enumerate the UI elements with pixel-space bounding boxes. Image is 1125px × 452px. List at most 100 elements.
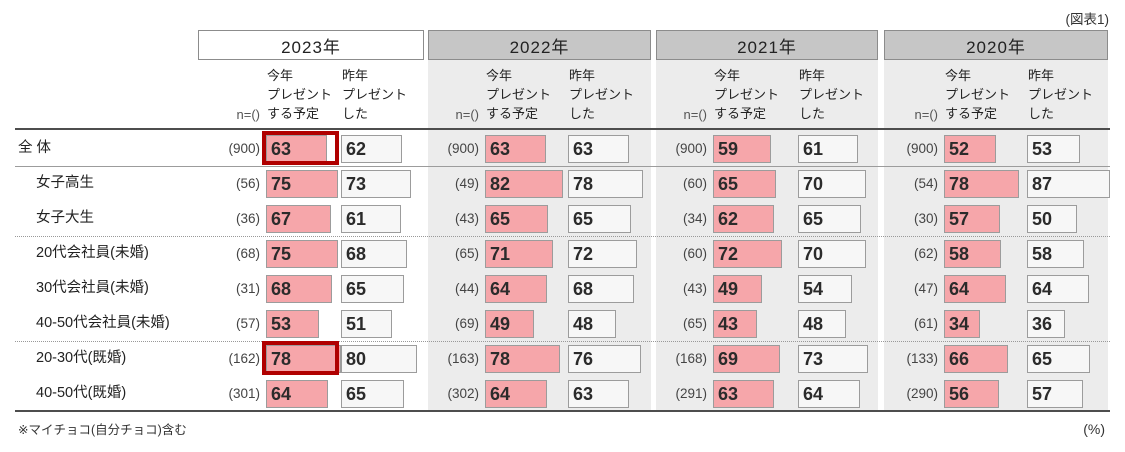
plan-percent-bar: 59	[713, 135, 771, 163]
plan-percent-bar: 62	[713, 205, 774, 233]
last-percent-bar: 54	[798, 275, 852, 303]
row-label: 20-30代(既婚)	[36, 350, 127, 366]
n-value: (62)	[913, 246, 938, 261]
n-value: (68)	[235, 246, 260, 261]
plan-percent-bar: 64	[485, 275, 548, 303]
last-percent-bar: 61	[341, 205, 401, 233]
plan-percent-bar: 49	[485, 310, 535, 338]
last-percent-bar: 53	[1027, 135, 1080, 163]
footnote: ※マイチョコ(自分チョコ)含む	[18, 423, 187, 437]
year-header: 2020年	[884, 30, 1108, 60]
n-value: (290)	[906, 386, 938, 401]
bottom-rule	[15, 410, 1110, 412]
plan-percent-bar: 78	[944, 170, 1019, 198]
n-value: (57)	[235, 316, 260, 331]
n-value: (900)	[906, 141, 938, 156]
year-header: 2023年	[198, 30, 424, 60]
row-separator-dotted	[15, 341, 1110, 342]
n-value: (168)	[675, 351, 707, 366]
plan-percent-bar: 75	[266, 240, 338, 268]
plan-percent-bar: 67	[266, 205, 331, 233]
plan-percent-bar: 64	[485, 380, 548, 408]
highlight-box	[262, 131, 339, 165]
n-value: (43)	[454, 211, 479, 226]
last-percent-bar: 48	[798, 310, 847, 338]
plan-percent-bar: 65	[485, 205, 549, 233]
n-value: (34)	[682, 211, 707, 226]
year-header: 2021年	[656, 30, 878, 60]
plan-percent-bar: 64	[266, 380, 329, 408]
last-percent-bar: 65	[1027, 345, 1091, 373]
plan-percent-bar: 71	[485, 240, 554, 268]
column-header-plan: 今年 プレゼント する予定	[486, 68, 552, 121]
column-header-n: n=()	[455, 107, 479, 122]
row-label: 女子高生	[36, 175, 94, 191]
n-value: (36)	[235, 211, 260, 226]
n-value: (61)	[913, 316, 938, 331]
n-value: (65)	[682, 316, 707, 331]
row-label: 全 体	[18, 140, 52, 156]
last-percent-bar: 51	[341, 310, 392, 338]
n-value: (65)	[454, 246, 479, 261]
n-value: (44)	[454, 281, 479, 296]
plan-percent-bar: 52	[944, 135, 996, 163]
row-label: 40-50代会社員(未婚)	[36, 315, 170, 331]
last-percent-bar: 48	[568, 310, 617, 338]
row-label: 20代会社員(未婚)	[36, 245, 149, 261]
n-value: (133)	[906, 351, 938, 366]
last-percent-bar: 68	[341, 240, 407, 268]
year-header: 2022年	[428, 30, 651, 60]
column-header-n: n=()	[914, 107, 938, 122]
plan-percent-bar: 69	[713, 345, 780, 373]
plan-percent-bar: 68	[266, 275, 332, 303]
row-label: 40-50代(既婚)	[36, 385, 127, 401]
plan-percent-bar: 78	[485, 345, 560, 373]
last-percent-bar: 58	[1027, 240, 1085, 268]
n-value: (900)	[675, 141, 707, 156]
n-value: (60)	[682, 176, 707, 191]
last-percent-bar: 63	[568, 135, 630, 163]
last-percent-bar: 73	[341, 170, 412, 198]
plan-percent-bar: 66	[944, 345, 1009, 373]
last-percent-bar: 73	[798, 345, 869, 373]
plan-percent-bar: 63	[485, 135, 547, 163]
last-percent-bar: 70	[798, 170, 866, 198]
last-percent-bar: 36	[1027, 310, 1065, 338]
row-separator-dotted	[15, 236, 1110, 237]
column-header-last: 昨年 プレゼント した	[799, 68, 865, 121]
n-value: (163)	[447, 351, 479, 366]
row-label: 女子大生	[36, 210, 94, 226]
n-value: (30)	[913, 211, 938, 226]
last-percent-bar: 65	[568, 205, 632, 233]
n-value: (302)	[447, 386, 479, 401]
plan-percent-bar: 63	[713, 380, 775, 408]
last-percent-bar: 64	[1027, 275, 1090, 303]
highlight-box	[262, 341, 339, 375]
column-header-n: n=()	[683, 107, 707, 122]
n-value: (47)	[913, 281, 938, 296]
n-value: (31)	[235, 281, 260, 296]
n-value: (49)	[454, 176, 479, 191]
n-value: (291)	[675, 386, 707, 401]
plan-percent-bar: 56	[944, 380, 1000, 408]
column-header-plan: 今年 プレゼント する予定	[267, 68, 333, 121]
n-value: (56)	[235, 176, 260, 191]
column-header-n: n=()	[236, 107, 260, 122]
plan-percent-bar: 64	[944, 275, 1007, 303]
column-header-last: 昨年 プレゼント した	[569, 68, 635, 121]
plan-percent-bar: 53	[266, 310, 319, 338]
last-percent-bar: 78	[568, 170, 643, 198]
n-value: (900)	[447, 141, 479, 156]
plan-percent-bar: 82	[485, 170, 564, 198]
n-value: (60)	[682, 246, 707, 261]
last-percent-bar: 80	[341, 345, 418, 373]
column-header-last: 昨年 プレゼント した	[342, 68, 408, 121]
column-header-last: 昨年 プレゼント した	[1028, 68, 1094, 121]
last-percent-bar: 72	[568, 240, 638, 268]
last-percent-bar: 65	[798, 205, 862, 233]
plan-percent-bar: 34	[944, 310, 980, 338]
last-percent-bar: 70	[798, 240, 866, 268]
last-percent-bar: 57	[1027, 380, 1084, 408]
row-label: 30代会社員(未婚)	[36, 280, 149, 296]
plan-percent-bar: 58	[944, 240, 1002, 268]
